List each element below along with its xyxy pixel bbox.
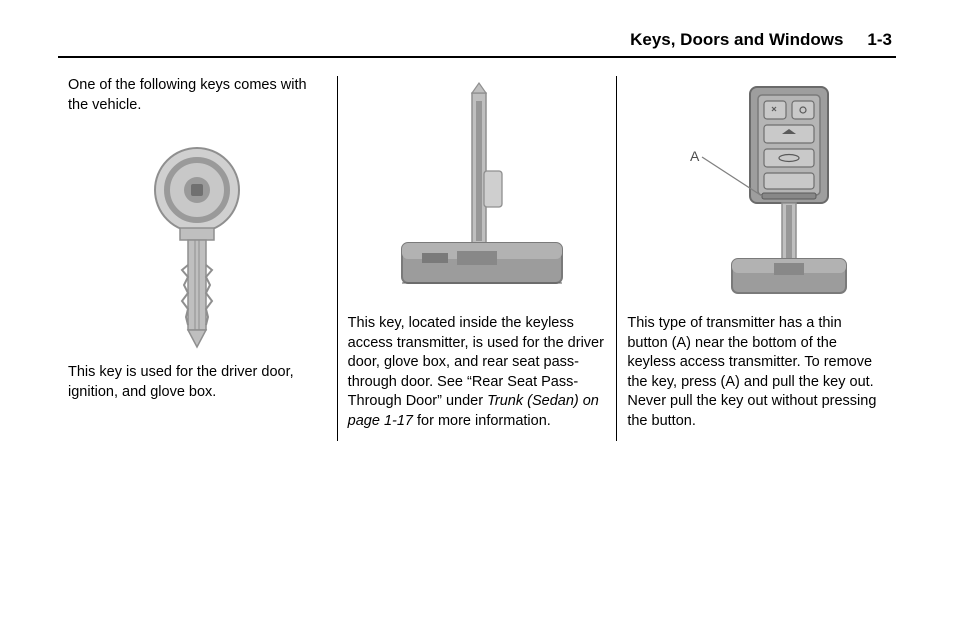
standard-key-icon bbox=[122, 135, 272, 355]
col1-caption: This key is used for the driver door, ig… bbox=[68, 363, 327, 402]
three-column-layout: One of the following keys comes with the… bbox=[58, 76, 896, 441]
page-number: 1-3 bbox=[867, 30, 892, 50]
flip-key-icon bbox=[362, 81, 592, 306]
column-3: A This type of transmitter has a thin bu… bbox=[616, 76, 896, 441]
section-title: Keys, Doors and Windows bbox=[630, 30, 843, 50]
callout-letter: A bbox=[690, 148, 700, 164]
figure-flip-key bbox=[348, 76, 607, 306]
col3-caption: This type of transmitter has a thin butt… bbox=[627, 314, 886, 431]
manual-page: Keys, Doors and Windows 1-3 One of the f… bbox=[0, 0, 954, 461]
column-1: One of the following keys comes with the… bbox=[58, 76, 337, 441]
figure-keyless-transmitter: A bbox=[627, 76, 886, 306]
column-2: This key, located inside the keyless acc… bbox=[337, 76, 617, 441]
keyless-transmitter-icon: A bbox=[642, 81, 872, 306]
figure-standard-key bbox=[68, 125, 327, 355]
col2-caption: This key, located inside the keyless acc… bbox=[348, 314, 607, 431]
col1-intro-text: One of the following keys comes with the… bbox=[68, 76, 327, 115]
col2-caption-c: for more information. bbox=[413, 413, 551, 429]
page-header: Keys, Doors and Windows 1-3 bbox=[58, 30, 896, 58]
